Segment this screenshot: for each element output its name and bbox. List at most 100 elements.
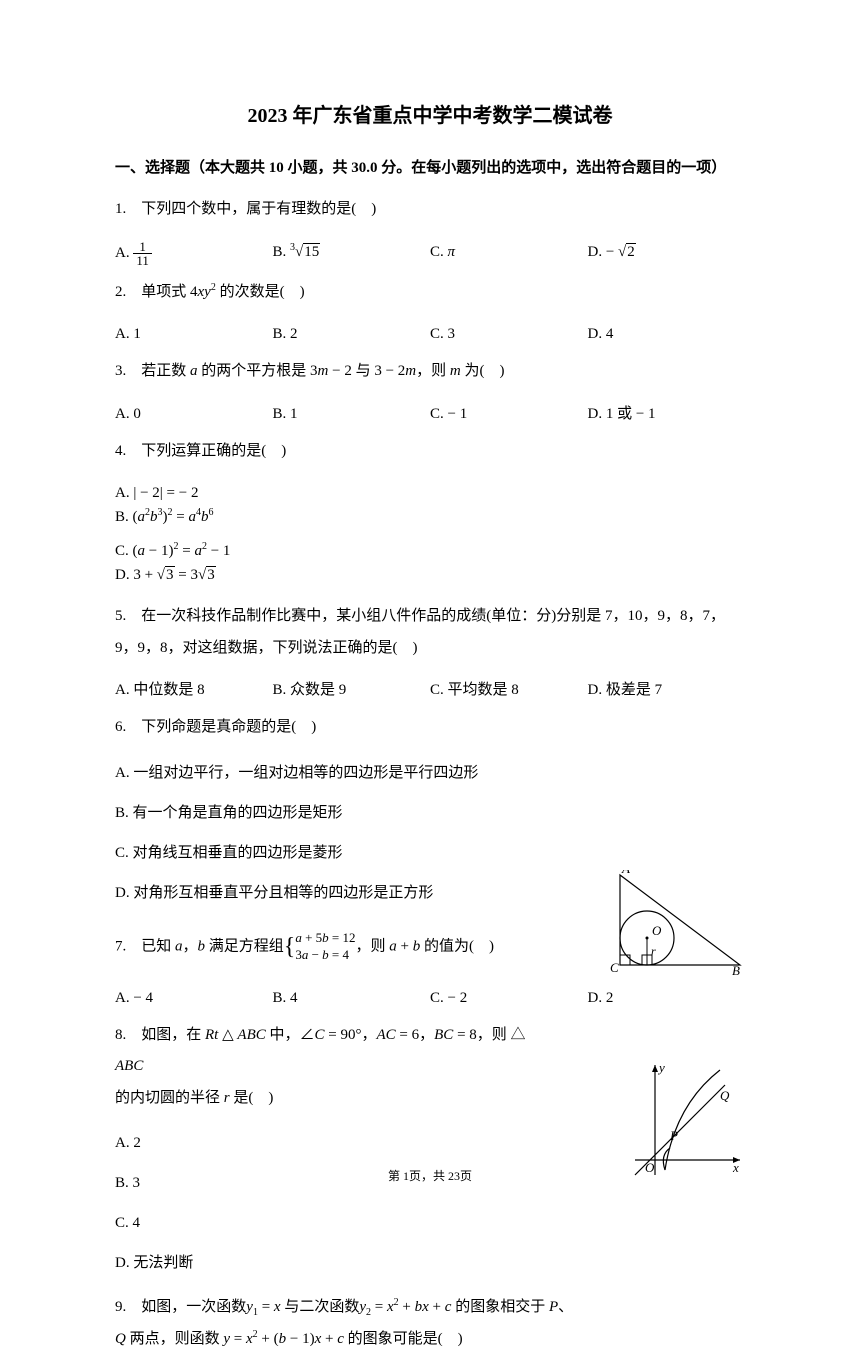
q8-figure: A C B O r — [600, 870, 745, 980]
q8-m4: = 6， — [396, 1027, 434, 1043]
q6-opt-a: A. 一组对边平行，一组对边相等的四边形是平行四边形 — [115, 758, 745, 788]
q4-opt-c: C. (a − 1)2 = a2 − 1 — [115, 539, 430, 563]
question-2: 2. 单项式 4xy2 的次数是( ) — [115, 277, 745, 309]
q7-m1: ， — [183, 938, 198, 954]
q8-fig-a: A — [621, 870, 630, 876]
q8-pre: 8. 如图，在 — [115, 1027, 205, 1043]
q2-opt-b: B. 2 — [273, 322, 431, 346]
q2-opt-c: C. 3 — [430, 322, 588, 346]
q7-m2: 满足方程组 — [205, 938, 284, 954]
footer-pre: 第 — [388, 1169, 403, 1183]
question-6: 6. 下列命题是真命题的是( ) — [115, 712, 745, 744]
q9-post: 、 — [558, 1299, 573, 1315]
q8-fig-b: B — [732, 963, 740, 978]
q3-opt-c: C. − 1 — [430, 402, 588, 426]
q1-b-label: B. — [273, 244, 291, 260]
q8-m3: = 90°， — [325, 1027, 377, 1043]
q7-e2q: = 4 — [329, 947, 349, 962]
q3-m1: 的两个平方根是 3 — [198, 363, 318, 379]
q1-opt-a: A. 111 — [115, 240, 273, 267]
q1-opt-d: D. − √2 — [588, 240, 746, 267]
q1-stem: 1. 下列四个数中，属于有理数的是( ) — [115, 194, 745, 226]
q8-fig-c: C — [610, 960, 619, 975]
q9-s2m3: − 1) — [286, 1331, 314, 1347]
q8-opt-c: C. 4 — [115, 1208, 745, 1238]
q5-opt-a: A. 中位数是 8 — [115, 678, 273, 702]
q4-d-eq: = 3 — [175, 567, 198, 583]
q5-options: A. 中位数是 8 B. 众数是 9 C. 平均数是 8 D. 极差是 7 — [115, 678, 745, 702]
q2-stem-pre: 2. 单项式 4 — [115, 284, 198, 300]
q9-m4: + — [399, 1299, 415, 1315]
q5-stem1: 5. 在一次科技作品制作比赛中，某小组八件作品的成绩(单位：分)分别是 7，10… — [115, 601, 745, 633]
footer-total: 23 — [448, 1169, 460, 1183]
q1-a-den: 11 — [133, 254, 152, 267]
q6-opt-b: B. 有一个角是直角的四边形是矩形 — [115, 798, 745, 828]
q9-m6: 的图象相交于 — [451, 1299, 549, 1315]
q9-m5: + — [429, 1299, 445, 1315]
page-footer: 第 1页，共 23页 — [0, 1167, 860, 1186]
q4-row1: A. | − 2| = − 2 B. (a2b3)2 = a4b6 — [115, 481, 745, 529]
exam-title: 2023 年广东省重点中学中考数学二模试卷 — [115, 100, 745, 132]
q5-opt-d: D. 极差是 7 — [588, 678, 746, 702]
q6-opt-c: C. 对角线互相垂直的四边形是菱形 — [115, 838, 745, 868]
q1-a-label: A. — [115, 244, 133, 260]
q1-b-val: 15 — [303, 243, 320, 260]
q3-opt-d: D. 1 或 − 1 — [588, 402, 746, 426]
q7-opt-c: C. − 2 — [430, 986, 588, 1010]
question-3: 3. 若正数 a 的两个平方根是 3m − 2 与 3 − 2m，则 m 为( … — [115, 356, 745, 388]
q9-fig-p: P — [669, 1128, 678, 1143]
q9-s2m1: = — [230, 1331, 246, 1347]
q3-post: 为( ) — [461, 363, 505, 379]
q8-s2p: 的内切圆的半径 — [115, 1090, 224, 1106]
footer-mid: 页，共 — [409, 1169, 448, 1183]
q9-figure: y x O P Q — [625, 1060, 745, 1180]
q8-opt-d: D. 无法判断 — [115, 1248, 745, 1278]
q9-s2q: 的图象可能是( ) — [344, 1331, 463, 1347]
q4-d-pre: D. 3 + — [115, 567, 157, 583]
question-4: 4. 下列运算正确的是( ) — [115, 436, 745, 468]
q3-opt-b: B. 1 — [273, 402, 431, 426]
q5-stem2: 9，9，8，对这组数据，下列说法正确的是( ) — [115, 633, 745, 665]
q9-s2m2: + ( — [258, 1331, 279, 1347]
q9-m3: = — [371, 1299, 387, 1315]
question-5: 5. 在一次科技作品制作比赛中，某小组八件作品的成绩(单位：分)分别是 7，10… — [115, 601, 745, 664]
q4-opt-d: D. 3 + √3 = 3√3 — [115, 563, 430, 587]
q1-options: A. 111 B. 3√15 C. π D. − √2 — [115, 240, 745, 267]
q3-options: A. 0 B. 1 C. − 1 D. 1 或 − 1 — [115, 402, 745, 426]
q7-m4: + — [397, 938, 413, 954]
q1-c: π — [448, 244, 456, 260]
q9-pre: 9. 如图，一次函数 — [115, 1299, 246, 1315]
q9-fig-y: y — [657, 1060, 665, 1075]
q1-a-num: 1 — [133, 240, 152, 254]
q7-opt-d: D. 2 — [588, 986, 746, 1010]
q9-s2m4: + — [321, 1331, 337, 1347]
q4-c-post: − 1) — [145, 543, 173, 559]
q8-fig-r: r — [651, 944, 656, 958]
q9-fig-q: Q — [720, 1088, 730, 1103]
q7-m3: ，则 — [356, 938, 390, 954]
q7-pre: 7. 已知 — [115, 938, 175, 954]
q8-m2: 中，∠ — [266, 1027, 315, 1043]
q3-m2: − 2 与 3 − 2 — [328, 363, 405, 379]
q7-post: 的值为( ) — [420, 938, 494, 954]
q2-opt-d: D. 4 — [588, 322, 746, 346]
q4-row2: C. (a − 1)2 = a2 − 1 D. 3 + √3 = 3√3 — [115, 539, 745, 587]
q9-m1: = — [258, 1299, 274, 1315]
section-1-header: 一、选择题（本大题共 10 小题，共 30.0 分。在每小题列出的选项中，选出符… — [115, 156, 745, 180]
q4-b-pre: B. ( — [115, 509, 138, 525]
question-9: 9. 如图，一次函数y1 = x 与二次函数y2 = x2 + bx + c 的… — [115, 1292, 595, 1355]
q9-s2p: 两点，则函数 — [126, 1331, 224, 1347]
q9-m2: 与二次函数 — [281, 1299, 360, 1315]
q3-m3: ，则 — [416, 363, 450, 379]
q2-options: A. 1 B. 2 C. 3 D. 4 — [115, 322, 745, 346]
q5-opt-b: B. 众数是 9 — [273, 678, 431, 702]
q2-opt-a: A. 1 — [115, 322, 273, 346]
q8-m5: = 8，则 △ — [453, 1027, 525, 1043]
q1-d-label: D. — [588, 244, 606, 260]
q8-fig-o: O — [652, 923, 662, 938]
q3-pre: 3. 若正数 — [115, 363, 190, 379]
q1-d-val: 2 — [626, 243, 636, 260]
q8-s2q: 是( ) — [230, 1090, 274, 1106]
q4-c-pre: C. ( — [115, 543, 138, 559]
q7-opt-b: B. 4 — [273, 986, 431, 1010]
